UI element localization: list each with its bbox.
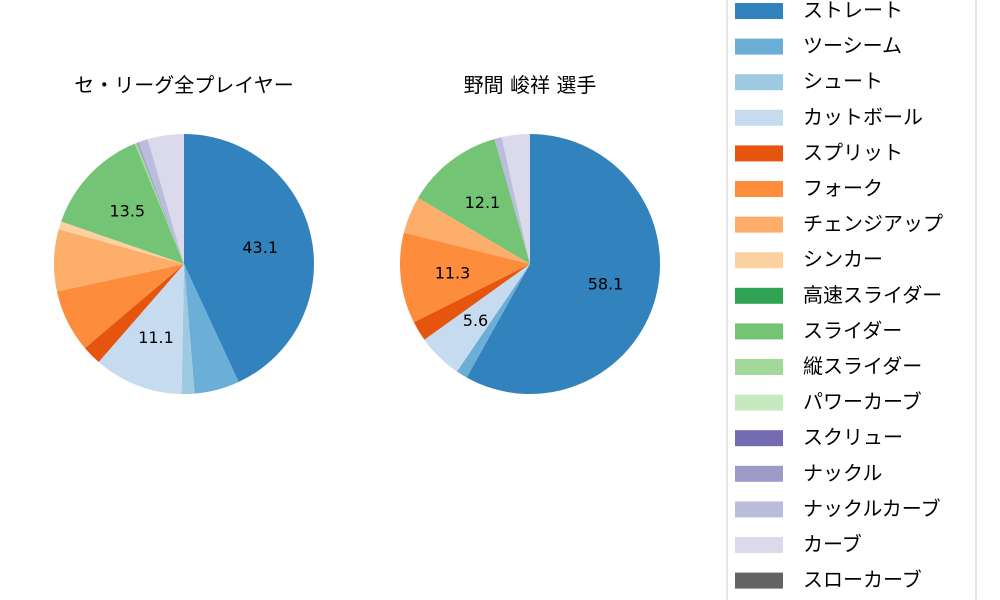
legend-label: 高速スライダー	[803, 283, 942, 307]
legend-swatch	[735, 537, 783, 553]
legend-swatch	[735, 359, 783, 375]
slice-value-label: 11.3	[435, 264, 471, 283]
pie-slice-3	[181, 264, 195, 395]
legend-swatch	[735, 38, 783, 55]
pie-slice-11	[134, 142, 184, 264]
pie-slice-16	[501, 133, 530, 264]
legend-swatch	[735, 430, 783, 447]
legend: ストレートツーシームシュートカットボールスプリットフォークチェンジアップシンカー…	[726, 0, 977, 600]
pie-slice-10	[61, 143, 184, 264]
pie-slice-1	[184, 134, 314, 382]
legend-label: シンカー	[803, 247, 883, 271]
legend-swatch	[735, 145, 783, 162]
slice-value-label: 58.1	[588, 275, 624, 294]
legend-swatch	[735, 3, 783, 19]
pie-slice-5	[413, 264, 530, 340]
pie-slice-6	[56, 264, 184, 349]
pie-slice-14	[136, 142, 184, 264]
legend-swatch	[735, 501, 783, 518]
legend-frame	[726, 0, 977, 600]
pie-slice-6	[399, 232, 530, 323]
pie-league-all-players: セ・リーグ全プレイヤー 43.1 11.1 13.5	[54, 73, 314, 395]
pie-title-league: セ・リーグ全プレイヤー	[74, 73, 293, 97]
slice-value-label: 12.1	[465, 193, 501, 212]
pie-slice-1	[466, 133, 661, 395]
legend-label: 縦スライダー	[803, 354, 922, 378]
slice-value-label: 11.1	[138, 328, 174, 347]
pie-player: 野間 峻祥 選手 58.1 5.6 11.3 12.1	[399, 73, 661, 395]
legend-swatch	[735, 394, 783, 411]
legend-label: スクリュー	[803, 425, 903, 449]
legend-label: スローカーブ	[803, 568, 922, 592]
legend-swatch	[735, 465, 783, 482]
pie-slice-5	[84, 264, 184, 363]
pie-slice-4	[424, 264, 530, 372]
legend-swatch	[735, 109, 783, 126]
legend-label: カーブ	[803, 532, 862, 556]
pie-slice-16	[147, 134, 184, 264]
legend-swatch	[735, 287, 783, 304]
legend-label: ナックル	[803, 461, 882, 485]
slice-value-label: 5.6	[463, 311, 488, 330]
legend-swatch	[735, 252, 783, 269]
legend-label: カットボール	[803, 105, 923, 129]
slice-value-label: 13.5	[109, 201, 145, 220]
pie-slice-7	[403, 197, 530, 264]
pie-slice-8	[58, 221, 184, 264]
legend-label: ツーシーム	[803, 34, 902, 58]
pie-slice-4	[98, 264, 184, 394]
legend-swatch	[735, 74, 783, 91]
pie-title-player: 野間 峻祥 選手	[464, 73, 597, 97]
legend-label: ナックルカーブ	[803, 496, 941, 520]
legend-swatch	[735, 572, 783, 589]
pie-slice-15	[494, 137, 530, 264]
legend-label: スライダー	[803, 318, 902, 342]
legend-label: スプリット	[803, 140, 903, 164]
pie-slice-10	[418, 138, 530, 264]
legend-label: フォーク	[803, 176, 883, 200]
pie-slice-2	[456, 264, 530, 378]
legend-swatch	[735, 216, 783, 233]
pie-slice-2	[184, 264, 239, 394]
pie-slice-15	[138, 139, 184, 264]
slice-value-label: 43.1	[242, 238, 278, 257]
legend-swatch	[735, 181, 783, 197]
legend-swatch	[735, 323, 783, 340]
legend-label: パワーカーブ	[803, 390, 922, 414]
pie-slice-7	[54, 229, 184, 292]
legend-label: チェンジアップ	[803, 212, 943, 236]
legend-label: シュート	[803, 69, 883, 93]
legend-label: ストレート	[803, 0, 903, 22]
